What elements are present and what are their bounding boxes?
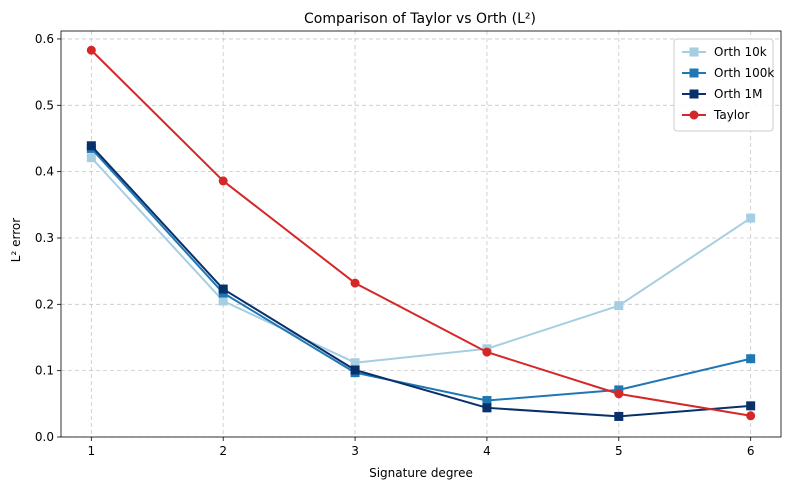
data-point	[218, 176, 228, 186]
legend-box	[673, 38, 774, 132]
series-taylor	[86, 45, 756, 421]
data-point	[746, 354, 756, 364]
legend-item: Orth 100k	[682, 66, 774, 80]
x-tick-label: 1	[88, 444, 96, 458]
y-tick-label: 0.3	[35, 231, 54, 245]
data-point	[482, 403, 492, 413]
series-line-orth-100k	[90, 147, 751, 402]
series-layer	[86, 45, 756, 421]
data-point	[218, 296, 228, 306]
x-tick-label: 6	[747, 444, 755, 458]
y-tick-label: 0.0	[35, 430, 54, 444]
legend-marker	[689, 110, 699, 120]
data-point	[350, 358, 360, 368]
legend-label: Orth 1M	[714, 87, 763, 101]
y-axis-label: L² error	[9, 218, 23, 262]
legend-item: Orth 10k	[682, 45, 767, 59]
x-axis-label: Signature degree	[369, 466, 473, 480]
data-point	[350, 278, 360, 288]
series-line-orth-1m	[90, 145, 751, 418]
x-tick-label: 2	[219, 444, 227, 458]
legend-label: Orth 10k	[714, 45, 767, 59]
legend-label: Orth 100k	[714, 66, 774, 80]
data-point	[86, 45, 96, 55]
y-tick-label: 0.6	[35, 32, 54, 46]
series-line-orth-10k	[90, 157, 752, 364]
series-orth-100k	[86, 143, 756, 406]
data-point	[746, 213, 756, 223]
legend-label: Taylor	[713, 108, 749, 122]
legend-marker	[689, 68, 699, 78]
x-tick-label: 3	[351, 444, 359, 458]
data-point	[746, 411, 756, 421]
chart-title: Comparison of Taylor vs Orth (L²)	[304, 11, 536, 27]
data-point	[350, 365, 360, 375]
y-tick-label: 0.4	[35, 165, 54, 179]
legend-item: Taylor	[682, 108, 749, 122]
data-point	[614, 411, 624, 421]
data-point	[218, 284, 228, 294]
y-tick-label: 0.5	[35, 98, 54, 112]
data-point	[86, 153, 96, 163]
data-point	[614, 389, 624, 399]
legend-item: Orth 1M	[682, 87, 763, 101]
x-tick-label: 4	[483, 444, 491, 458]
legend-marker	[689, 47, 699, 57]
legend-marker	[689, 89, 699, 99]
x-tick-label: 5	[615, 444, 623, 458]
series-orth-10k	[86, 153, 756, 368]
data-point	[482, 396, 492, 406]
data-point	[614, 301, 624, 311]
ticks-layer: 1 2 3 4 5 6 0.0 0.1 0.2 0.3 0.4 0.5 0.6	[35, 32, 755, 458]
data-point	[482, 347, 492, 357]
y-tick-label: 0.2	[35, 297, 54, 311]
series-orth-1m	[86, 141, 756, 421]
data-point	[86, 141, 96, 151]
plot-frame	[60, 30, 782, 438]
data-point	[746, 401, 756, 411]
legend: Orth 10k Orth 100k Orth 1M Taylor	[673, 38, 774, 132]
series-line-taylor	[90, 49, 751, 417]
y-tick-label: 0.1	[35, 364, 54, 378]
